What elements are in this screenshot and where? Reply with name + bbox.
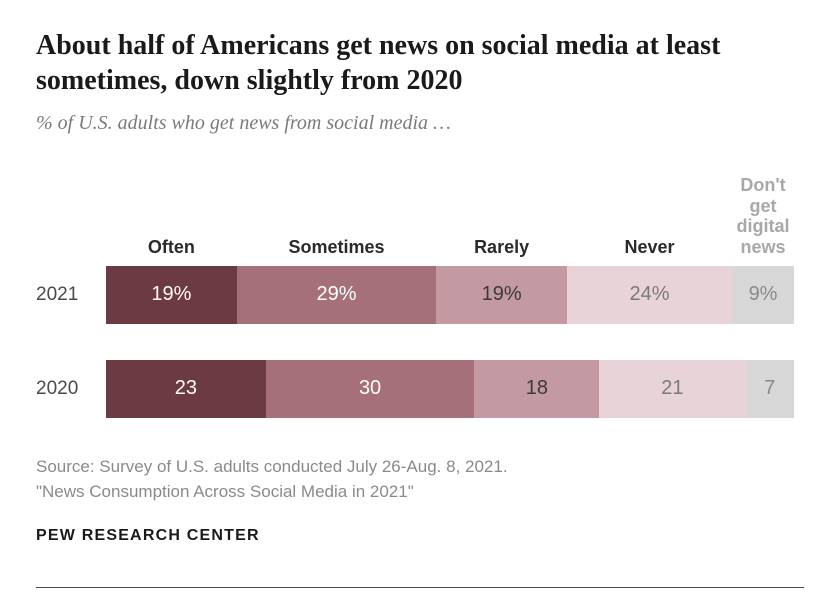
category-header: Don't get digital news [732, 175, 794, 260]
chart-subtitle: % of U.S. adults who get news from socia… [36, 112, 804, 135]
bar-segment: 24% [567, 266, 732, 324]
chart-footer: Source: Survey of U.S. adults conducted … [36, 454, 804, 505]
bar-segment: 7 [745, 360, 794, 418]
year-label: 2021 [36, 284, 96, 306]
attribution: PEW RESEARCH CENTER [36, 527, 804, 545]
category-header: Often [106, 175, 237, 260]
bar-segment: 19% [106, 266, 237, 324]
category-header: Rarely [436, 175, 567, 260]
year-label: 2020 [36, 378, 96, 400]
stacked-bar: 19%29%19%24%9% [106, 266, 794, 324]
chart-area: OftenSometimesRarelyNeverDon't get digit… [106, 175, 794, 418]
chart-title: About half of Americans get news on soci… [36, 28, 804, 98]
bottom-rule [36, 587, 804, 588]
category-headers: OftenSometimesRarelyNeverDon't get digit… [106, 175, 794, 260]
bar-segment: 21 [599, 360, 745, 418]
category-header: Sometimes [237, 175, 437, 260]
footer-source: Source: Survey of U.S. adults conducted … [36, 454, 804, 480]
footer-report: "News Consumption Across Social Media in… [36, 479, 804, 505]
bar-row: 2020233018217 [106, 360, 794, 418]
bars-container: 202119%29%19%24%9%2020233018217 [106, 266, 794, 418]
bar-row: 202119%29%19%24%9% [106, 266, 794, 324]
bar-segment: 29% [237, 266, 437, 324]
bar-segment: 18 [474, 360, 599, 418]
bar-segment: 9% [732, 266, 794, 324]
bar-segment: 23 [106, 360, 266, 418]
bar-segment: 30 [266, 360, 474, 418]
bar-segment: 19% [436, 266, 567, 324]
category-header: Never [567, 175, 732, 260]
stacked-bar: 233018217 [106, 360, 794, 418]
